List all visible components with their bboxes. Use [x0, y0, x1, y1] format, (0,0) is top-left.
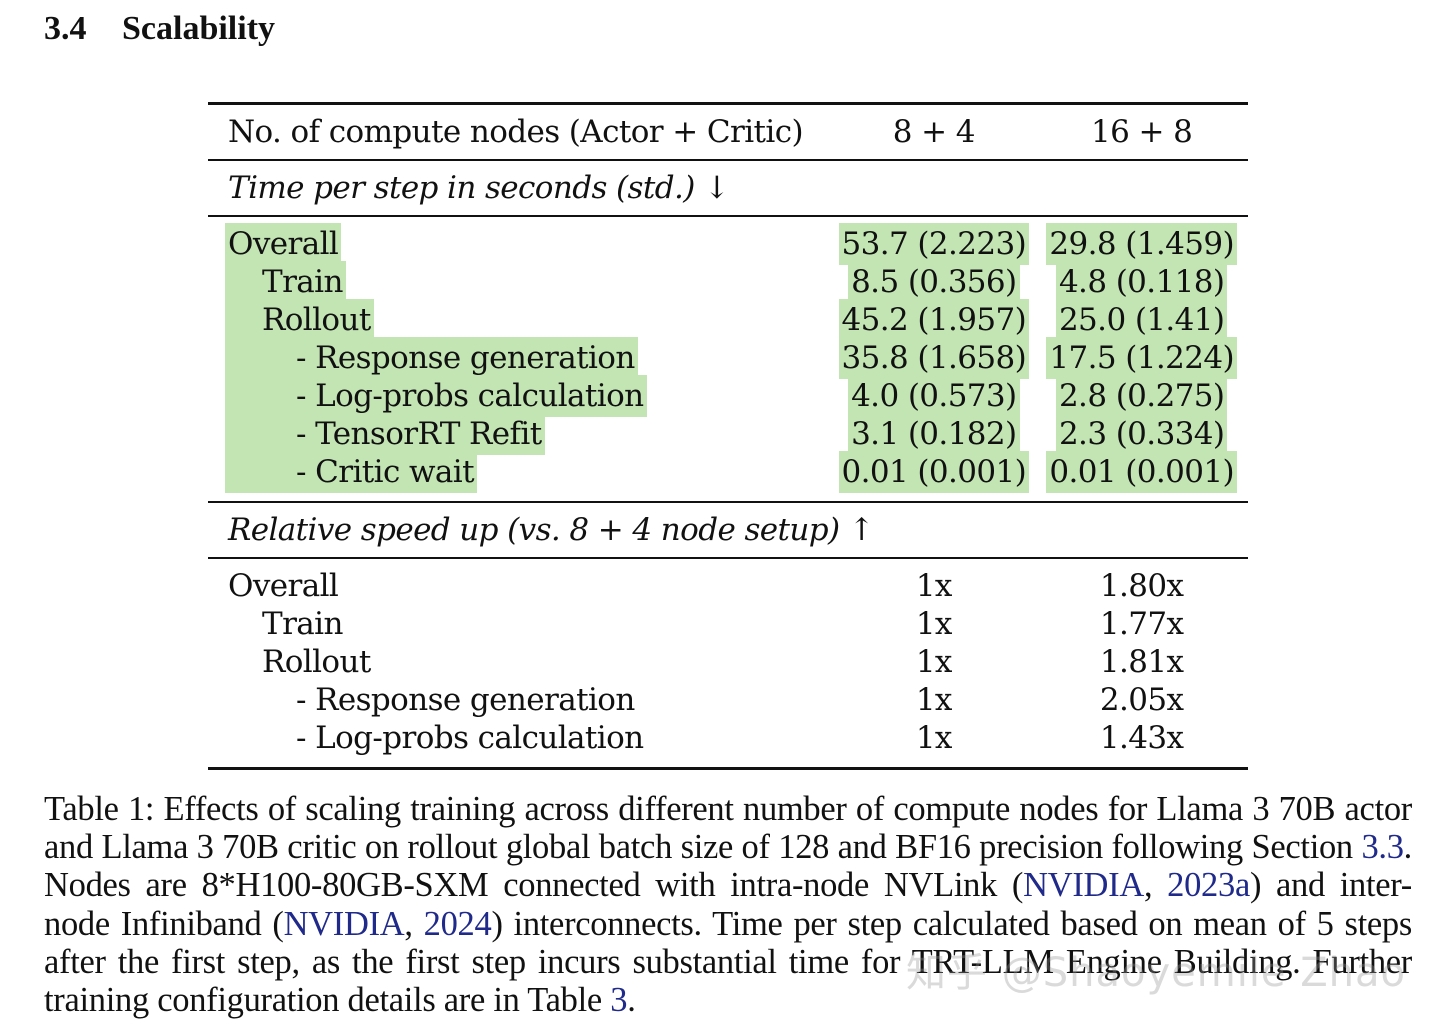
group2-title: Relative speed up (vs. 8 + 4 node setup)… [208, 501, 1248, 558]
cell-value: 1x [832, 719, 1036, 770]
header-col-16-8: 16 + 8 [1035, 102, 1248, 160]
section-number: 3.4 [44, 10, 87, 47]
table-row: - TensorRT Refit 3.1 (0.182) 2.3 (0.334) [208, 415, 1248, 453]
cell-value: 1x [915, 606, 953, 642]
section-link[interactable]: 3.3 [1361, 828, 1404, 867]
row-label: Overall [228, 568, 339, 604]
header-label: No. of compute nodes (Actor + Critic) [208, 102, 833, 160]
caption-text: , [1143, 866, 1168, 905]
cell-value: 3.1 (0.182) [851, 416, 1017, 452]
table-row: - Response generation 1x 2.05x [208, 681, 1248, 719]
header-col-8-4: 8 + 4 [832, 102, 1036, 160]
row-label: - Log-probs calculation [228, 378, 644, 414]
group-title-row: Relative speed up (vs. 8 + 4 node setup)… [208, 501, 1248, 558]
group-title-row: Time per step in seconds (std.) ↓ [208, 159, 1248, 216]
cell-value: 29.8 (1.459) [1049, 226, 1235, 262]
row-label: Overall [228, 226, 339, 262]
table-header-row: No. of compute nodes (Actor + Critic) 8 … [208, 102, 1248, 160]
table-row: Train 8.5 (0.356) 4.8 (0.118) [208, 263, 1248, 301]
table-row: - Response generation 35.8 (1.658) 17.5 … [208, 339, 1248, 377]
section-title: Scalability [122, 10, 276, 47]
cell-value: 8.5 (0.356) [851, 264, 1017, 300]
cell-value: 1x [915, 682, 953, 718]
table-row: Rollout 45.2 (1.957) 25.0 (1.41) [208, 301, 1248, 339]
cell-value: 1.81x [1099, 644, 1184, 680]
caption-text: , [404, 904, 424, 943]
cell-value: 4.0 (0.573) [851, 378, 1017, 414]
caption-text: ) interconnects. Time per step calculate… [44, 904, 1413, 1020]
row-label: Train [262, 606, 343, 642]
row-label: - Response generation [296, 682, 635, 718]
cell-value: 1x [915, 644, 953, 680]
table-row: - Critic wait 0.01 (0.001) 0.01 (0.001) [208, 453, 1248, 502]
table-row: Rollout 1x 1.81x [208, 643, 1248, 681]
section-heading: 3.4 Scalability [44, 10, 275, 48]
table-row: Train 1x 1.77x [208, 605, 1248, 643]
citation-link[interactable]: 2024 [423, 904, 492, 943]
cell-value: 25.0 (1.41) [1058, 302, 1225, 338]
group1-title: Time per step in seconds (std.) ↓ [208, 159, 1248, 216]
cell-value: 2.8 (0.275) [1058, 378, 1225, 414]
results-table: No. of compute nodes (Actor + Critic) 8 … [208, 102, 1248, 770]
cell-value: 4.8 (0.118) [1058, 264, 1225, 300]
cell-value: 0.01 (0.001) [1049, 454, 1235, 490]
table-row: - Log-probs calculation 4.0 (0.573) 2.8 … [208, 377, 1248, 415]
row-label: - Response generation [228, 340, 635, 376]
cell-value: 1.77x [1099, 606, 1184, 642]
cell-value: 1.80x [1035, 557, 1248, 605]
row-label: - Log-probs calculation [296, 720, 644, 756]
citation-link[interactable]: NVIDIA [283, 904, 405, 943]
row-label: - Critic wait [228, 454, 475, 490]
row-label: Rollout [262, 644, 371, 680]
watermark: 知乎 @Shaoyemile Zhao [906, 950, 1406, 996]
cell-value: 1x [832, 557, 1036, 605]
cell-value: 45.2 (1.957) [841, 302, 1027, 338]
citation-link[interactable]: NVIDIA [1023, 866, 1144, 905]
cell-value: 35.8 (1.658) [841, 340, 1027, 376]
caption-text: ) and inter-node Infiniband ( [44, 866, 1412, 943]
table-caption: Table 1: Effects of scaling training acr… [44, 790, 1412, 1019]
cell-value: 2.05x [1099, 682, 1184, 718]
cell-value: 53.7 (2.223) [841, 226, 1027, 262]
cell-value: 1.43x [1035, 719, 1248, 770]
table-row: Overall 1x 1.80x [208, 557, 1248, 605]
cell-value: 2.3 (0.334) [1058, 416, 1225, 452]
table-row: Overall 53.7 (2.223) 29.8 (1.459) [208, 215, 1248, 263]
row-label: - TensorRT Refit [228, 416, 542, 452]
citation-link[interactable]: 2023a [1167, 866, 1250, 905]
caption-text: Table 1: Effects of scaling training acr… [44, 790, 1412, 867]
row-label: Rollout [228, 302, 371, 338]
caption-text: . Nodes are 8*H100-80GB-SXM connected wi… [44, 828, 1412, 905]
table-link[interactable]: 3 [610, 981, 628, 1020]
cell-value: 17.5 (1.224) [1049, 340, 1235, 376]
table-row: - Log-probs calculation 1x 1.43x [208, 719, 1248, 770]
caption-text: . [627, 981, 636, 1020]
row-label: Train [228, 264, 343, 300]
cell-value: 0.01 (0.001) [841, 454, 1027, 490]
